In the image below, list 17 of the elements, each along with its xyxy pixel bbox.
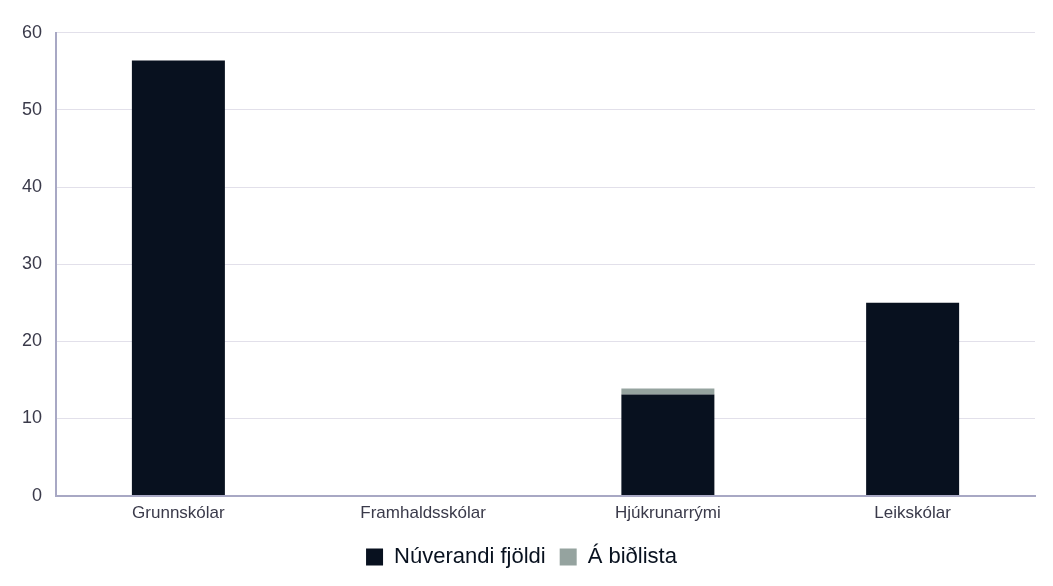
y-tick-label: 60 — [21, 21, 43, 42]
legend-label: Núverandi fjöldi — [394, 543, 546, 569]
x-tick-label: Leikskólar — [874, 503, 952, 523]
y-tick-label: 10 — [21, 407, 43, 428]
y-tick-label: 50 — [21, 98, 43, 119]
bar — [131, 60, 225, 496]
bar — [621, 394, 715, 496]
y-tick-label: 30 — [21, 253, 43, 274]
y-tick-label: 0 — [32, 484, 43, 505]
x-tick-label: Framhaldsskólar — [360, 503, 487, 523]
x-tick-label: Grunnskólar — [132, 503, 226, 523]
x-tick-label: Hjúkrunarrými — [614, 503, 721, 523]
bar — [621, 388, 715, 395]
y-tick-label: 40 — [21, 176, 43, 197]
bar — [866, 302, 960, 496]
legend-label: Á biðlista — [587, 543, 678, 569]
y-tick-label: 20 — [21, 330, 43, 351]
